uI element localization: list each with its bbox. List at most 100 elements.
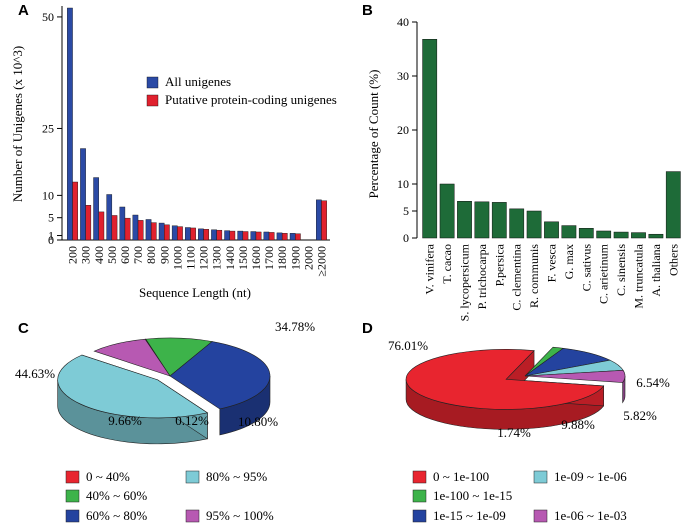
legend-label-d: 1e-15 ~ 1e-09 [433, 508, 506, 523]
bar-a-all-2 [93, 177, 99, 241]
x-tick-label-a: 1500 [236, 246, 250, 270]
bar-a-coding-3 [111, 215, 118, 241]
bar-a-coding-11 [216, 229, 223, 241]
legend-label-d: 0 ~ 1e-100 [433, 469, 489, 484]
bar-a-all-5 [132, 214, 139, 241]
bar-a-coding-8 [177, 226, 183, 241]
y-tick-label-b: 40 [397, 15, 409, 29]
y-tick-label-b: 5 [403, 204, 409, 218]
x-tick-label-b: R. communis [527, 244, 541, 308]
pie-d-value-label: 6.54% [636, 375, 670, 390]
y-tick-label-b: 0 [403, 231, 409, 245]
legend-swatch-c [65, 489, 80, 503]
pie-d-value-label: 1.74% [497, 425, 531, 440]
bar-b-10 [596, 230, 612, 239]
y-axis-title-b: Percentage of Count (%) [366, 70, 381, 199]
legend-swatch-a [146, 76, 159, 89]
pie-c-slice-2 [169, 341, 271, 410]
legend-swatch-d [412, 470, 427, 484]
x-tick-label-b: G. max [562, 244, 576, 279]
x-tick-label-b: P. trichocarpa [475, 243, 489, 309]
x-tick-label-b: C. sativus [579, 244, 593, 292]
legend-label-d: 1e-09 ~ 1e-06 [554, 469, 627, 484]
bar-a-coding-0 [72, 181, 78, 241]
legend-label-a: All unigenes [165, 74, 231, 89]
bar-a-coding-5 [137, 220, 144, 241]
bar-a-all-3 [106, 194, 113, 241]
x-axis-title-a: Sequence Length (nt) [139, 285, 251, 300]
x-tick-label-b: C. arietinum [597, 243, 611, 304]
legend-label-c: 80% ~ 95% [206, 469, 267, 484]
bar-b-9 [578, 228, 594, 239]
x-tick-label-a: 700 [131, 246, 145, 264]
pie-c [57, 337, 271, 445]
legend-swatch-d [533, 470, 548, 484]
panel-letter-c: C [18, 320, 29, 337]
y-tick-label-b: 30 [397, 69, 409, 83]
pie-d-slice-0 [405, 349, 605, 410]
x-tick-label-a: 1700 [262, 246, 276, 270]
bar-a-all-12 [224, 230, 230, 241]
bar-a-all-15 [263, 231, 270, 241]
pie-c-value-label: 10.80% [238, 414, 278, 429]
x-tick-label-b: S. lycopersicum [458, 243, 472, 321]
bar-b-14 [665, 171, 681, 239]
bar-a-all-8 [171, 225, 178, 241]
legend-swatch-d [412, 509, 427, 523]
bar-a-coding-10 [203, 229, 209, 241]
legend-swatch-d [533, 509, 548, 523]
x-tick-label-a: 1100 [183, 246, 197, 270]
pie-d-value-label: 5.82% [623, 408, 657, 423]
x-tick-label-a: 1300 [210, 246, 224, 270]
x-tick-label-a: 200 [66, 246, 80, 264]
pie-c-slice-4 [93, 338, 171, 377]
bar-a-coding-16 [281, 233, 288, 241]
bar-a-all-9 [185, 227, 191, 241]
y-tick-label-b: 10 [397, 177, 409, 191]
y-tick-label-a: 1 [48, 229, 54, 243]
x-tick-label-a: 1200 [197, 246, 211, 270]
pie-d-value-label: 9.88% [561, 417, 595, 432]
bar-b-8 [561, 225, 577, 239]
bar-a-coding-7 [164, 224, 170, 241]
bar-a-all-1 [80, 148, 86, 241]
panel-letter-d: D [362, 320, 373, 337]
bar-b-1 [439, 183, 455, 239]
bar-a-coding-2 [98, 211, 105, 241]
bar-b-13 [648, 233, 664, 239]
legend-label-c: 60% ~ 80% [86, 508, 147, 523]
y-tick-label-a: 10 [42, 188, 54, 202]
pie-c-value-label: 44.63% [15, 366, 55, 381]
bar-a-all-17 [289, 233, 296, 241]
legend-swatch-c [185, 470, 200, 484]
bar-a-all-14 [250, 231, 257, 241]
legend-label-c: 40% ~ 60% [86, 488, 147, 503]
bar-b-2 [457, 201, 472, 239]
pie-c-value-label: 34.78% [275, 319, 315, 334]
bar-a-all-11 [211, 229, 217, 241]
x-tick-label-b: M. truncatula [632, 243, 646, 308]
y-tick-label-a: 50 [42, 10, 54, 24]
x-tick-label-b: F. vesca [545, 243, 559, 282]
legend-label-c: 0 ~ 40% [86, 469, 130, 484]
x-tick-label-a: 600 [118, 246, 132, 264]
legend-swatch-c [185, 509, 200, 523]
legend-swatch-c [65, 509, 80, 523]
x-tick-label-b: C. clementina [510, 243, 524, 310]
bar-a-coding-14 [255, 231, 262, 241]
x-tick-label-a: 400 [92, 246, 106, 264]
bar-a-all-19 [316, 199, 322, 241]
legend-label-a: Putative protein-coding unigenes [165, 92, 337, 107]
y-tick-label-b: 20 [397, 123, 409, 137]
x-tick-label-b: C. sinensis [614, 244, 628, 296]
y-axis-title-a: Number of Unigenes (x 10^3) [10, 46, 25, 202]
bar-a-all-10 [198, 228, 204, 241]
legend-label-d: 1e-100 ~ 1e-15 [433, 488, 512, 503]
bar-a-coding-4 [124, 217, 131, 241]
legend-swatch-a [146, 94, 159, 107]
pie-c-value-label: 0.12% [175, 413, 209, 428]
bar-a-coding-6 [150, 222, 157, 241]
bar-a-all-16 [276, 232, 283, 241]
x-tick-label-a: 1400 [223, 246, 237, 270]
